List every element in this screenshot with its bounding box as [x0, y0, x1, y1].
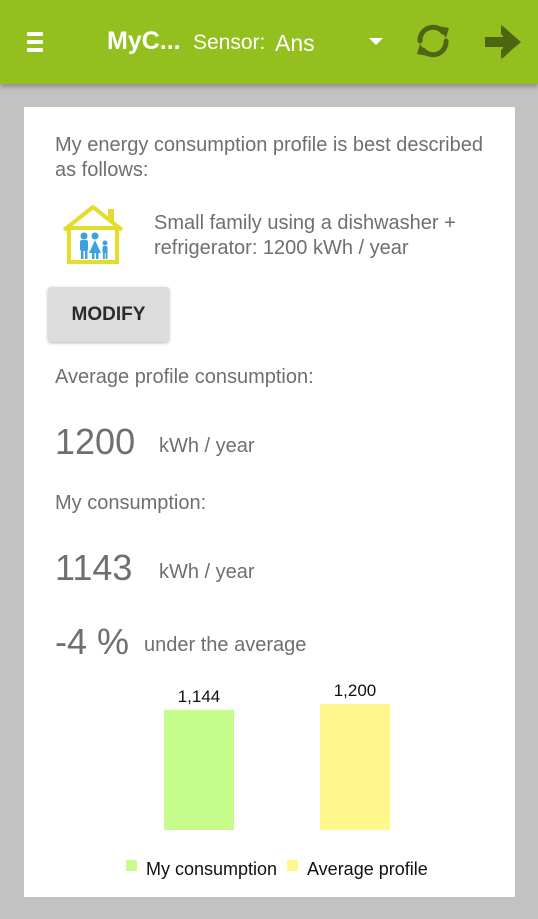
my-consumption-value: 1143 — [55, 547, 133, 588]
arrow-right-icon[interactable] — [483, 22, 523, 62]
sensor-value: Ans — [275, 30, 315, 56]
legend-label-average-profile: Average profile — [307, 859, 428, 879]
average-consumption-label: Average profile consumption: — [55, 366, 314, 388]
app-bar: MyC... Sensor: Ans — [0, 0, 538, 84]
data-label-my-consumption: 1,144 — [178, 687, 221, 706]
consumption-bar-chart: 1,144 1,200 My consumption Average profile — [126, 681, 428, 879]
consumption-card: My energy consumption profile is best de… — [24, 107, 515, 897]
modify-button[interactable]: MODIFY — [48, 287, 169, 342]
legend-swatch-average-profile — [287, 860, 298, 871]
menu-icon[interactable] — [27, 30, 47, 54]
refresh-icon[interactable] — [412, 20, 454, 62]
bar-my-consumption — [164, 709, 234, 830]
my-consumption-unit: kWh / year — [159, 561, 255, 583]
profile-intro: My energy consumption profile is best de… — [55, 134, 483, 181]
house-family-icon — [62, 205, 124, 264]
my-consumption-label: My consumption: — [55, 492, 207, 514]
average-consumption-unit: kWh / year — [159, 435, 255, 457]
chevron-down-icon — [369, 38, 383, 45]
app-title: MyC... — [107, 27, 181, 55]
sensor-dropdown[interactable]: Ans — [270, 24, 390, 60]
bar-average-profile — [320, 704, 390, 830]
data-label-average-profile: 1,200 — [334, 681, 377, 700]
sensor-label: Sensor: — [193, 31, 266, 54]
legend-label-my-consumption: My consumption — [146, 859, 277, 879]
profile-description: Small family using a dishwasher + refrig… — [154, 212, 456, 259]
legend-swatch-my-consumption — [126, 860, 137, 871]
difference-text: under the average — [144, 634, 307, 656]
average-consumption-value: 1200 — [55, 421, 136, 462]
difference-value: -4 % — [55, 621, 130, 662]
